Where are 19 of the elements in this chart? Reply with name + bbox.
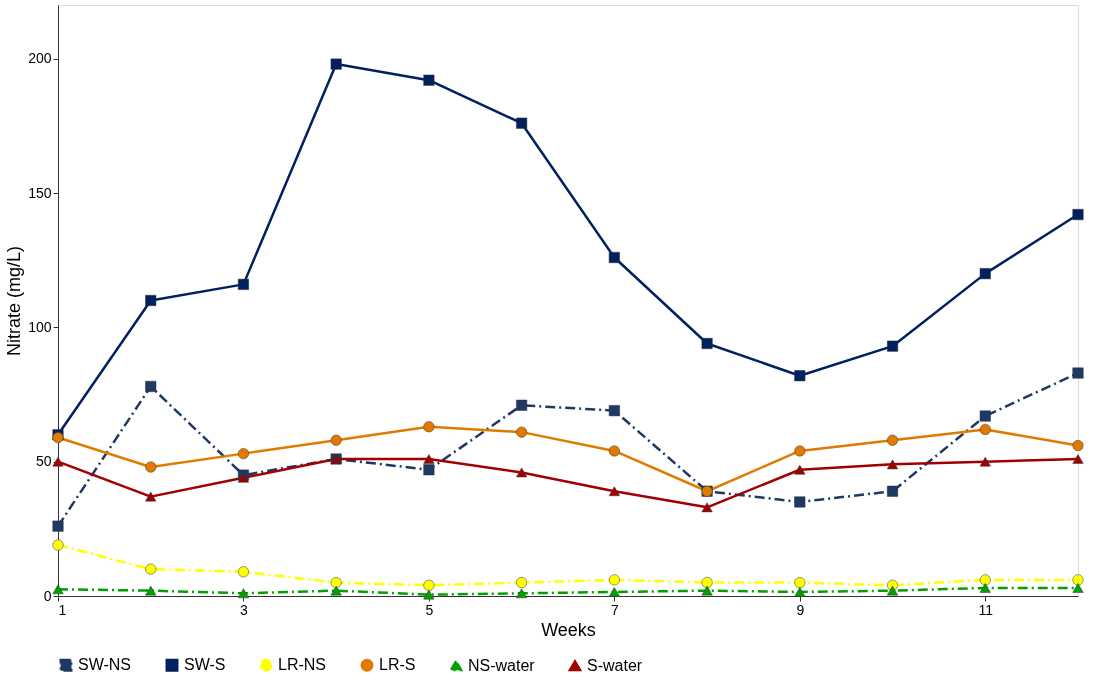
legend-label: LR-NS [278,656,327,674]
y-tick-label: 100 [28,318,52,335]
y-tick-label: 50 [35,453,52,470]
x-axis-title: Weeks [541,619,596,640]
y-axis-title: Nitrate (mg/L) [4,245,25,357]
x-tick-label: 3 [240,601,249,618]
x-tick-label: 9 [796,601,805,618]
y-tick-label: 150 [28,184,52,201]
legend-label: S-water [587,656,643,674]
x-tick-label: 7 [610,601,619,618]
legend-label: SW-NS [78,656,132,674]
x-tick-label: 11 [978,601,994,618]
legend-label: SW-S [184,656,226,674]
legend-label: LR-S [379,656,416,674]
y-tick-label: 200 [28,50,52,67]
legend-label: NS-water [468,656,536,674]
x-tick-label: 1 [58,601,67,618]
x-tick-label: 5 [425,601,434,618]
y-tick-label: 0 [43,587,52,604]
